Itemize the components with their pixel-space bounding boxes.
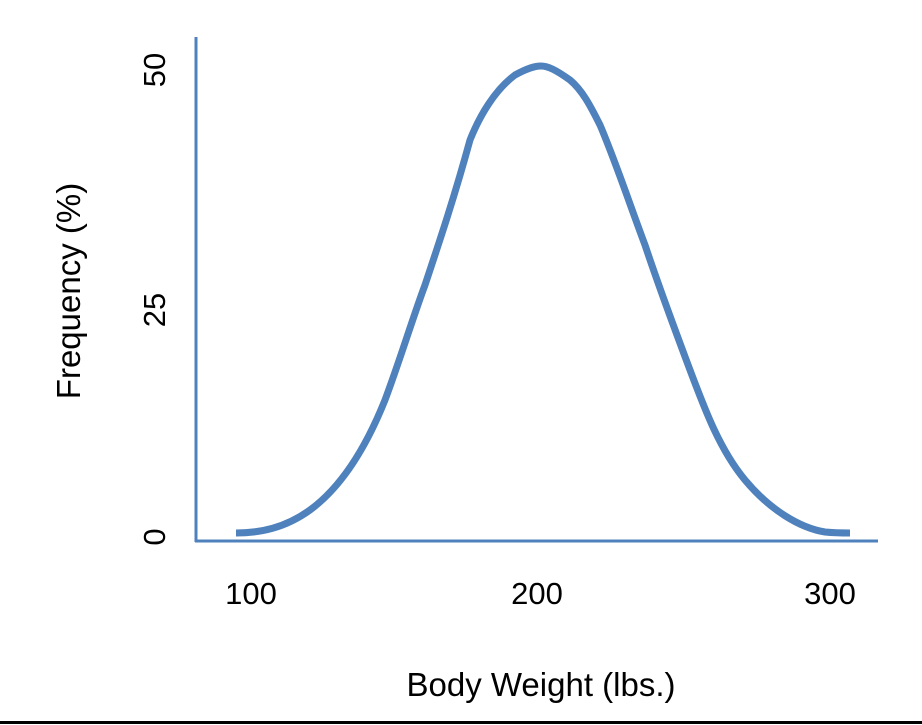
x-tick-label-300: 300 (804, 576, 856, 611)
x-tick-label-200: 200 (511, 576, 563, 611)
x-tick-label-100: 100 (225, 576, 277, 611)
bottom-border-line (0, 721, 922, 724)
distribution-curve (235, 62, 851, 537)
y-tick-label-25: 25 (137, 293, 172, 327)
y-tick-label-0: 0 (137, 528, 172, 545)
y-axis-title: Frequency (%) (50, 183, 87, 399)
y-tick-label-50: 50 (137, 53, 172, 87)
x-axis-title: Body Weight (lbs.) (407, 666, 676, 703)
